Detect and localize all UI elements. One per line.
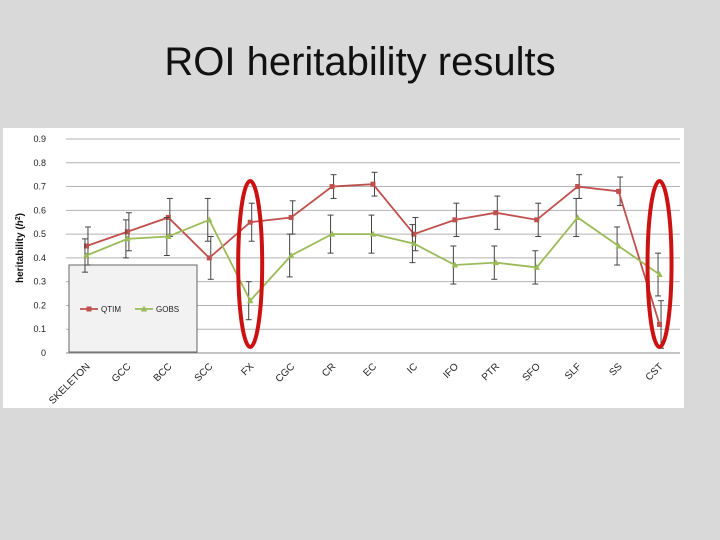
data-point [328, 230, 336, 237]
highlight-oval [236, 179, 265, 349]
x-tick-label: FX [240, 361, 257, 378]
x-tick-label: GCC [110, 361, 134, 385]
data-point [533, 263, 540, 270]
data-point [124, 235, 131, 242]
y-tick-label: 0.3 [33, 277, 46, 287]
y-tick-label: 0.9 [33, 134, 46, 144]
x-tick-label: CST [644, 361, 666, 383]
x-tick-label: SS [608, 361, 625, 378]
data-point [656, 271, 663, 278]
data-point [287, 252, 295, 259]
data-point [288, 214, 294, 220]
chart-panel: 0 0.1 0.2 0.3 0.4 0.5 0.6 0.7 0.8 0.9 heritability… [3, 128, 684, 408]
data-point [370, 181, 376, 187]
legend: QTIM GOBS [68, 264, 198, 353]
data-point [615, 242, 622, 249]
highlight-oval [645, 179, 674, 349]
x-tick-label: IC [405, 361, 420, 376]
y-tick-label: 0.6 [33, 205, 46, 215]
series-gobs [81, 197, 663, 321]
data-point [451, 261, 459, 268]
data-point [492, 259, 499, 266]
x-tick-label: EC [362, 361, 380, 379]
legend-label: QTIM [101, 305, 121, 314]
data-point [165, 232, 172, 239]
data-point [247, 219, 253, 225]
data-point [493, 210, 499, 216]
y-axis-label: heritability (h2) [15, 213, 27, 283]
y-tick-label: 0.1 [33, 324, 46, 334]
heritability-chart: 0 0.1 0.2 0.3 0.4 0.5 0.6 0.7 0.8 0.9 heritability… [15, 134, 680, 407]
x-tick-label: SFO [521, 361, 543, 383]
data-point [411, 231, 417, 237]
y-tick-label: 0.8 [33, 158, 46, 168]
data-point [657, 321, 663, 327]
y-tick-label: 0.2 [33, 300, 46, 310]
y-tick-label: 0.7 [33, 182, 46, 192]
data-point [574, 213, 581, 220]
data-point [206, 216, 213, 223]
data-point [83, 243, 89, 249]
data-point [83, 252, 90, 259]
data-point [329, 184, 335, 190]
data-point [575, 184, 581, 190]
x-tick-label: SLF [563, 361, 584, 382]
x-tick-label: IFO [441, 361, 461, 381]
x-tick-label: PTR [480, 361, 502, 383]
x-tick-label: BCC [152, 361, 175, 384]
data-point [206, 255, 212, 261]
legend-marker [140, 305, 148, 312]
data-point [410, 240, 418, 247]
data-point [452, 217, 458, 223]
x-tick-label: SKELETON [47, 361, 92, 406]
slide-title: ROI heritability results [164, 40, 556, 84]
data-point [247, 297, 254, 304]
legend-marker [86, 306, 92, 312]
x-tick-label: SCC [193, 361, 216, 384]
x-tick-label: CGC [274, 361, 298, 385]
y-tick-label: 0.5 [33, 229, 46, 239]
data-point [124, 229, 130, 235]
data-point [369, 230, 377, 237]
data-point [616, 188, 622, 194]
y-tick-label: 0 [41, 348, 46, 358]
x-tick-label: CR [320, 361, 338, 379]
legend-label: GOBS [156, 305, 179, 314]
data-point [534, 217, 540, 223]
y-tick-label: 0.4 [33, 253, 46, 263]
